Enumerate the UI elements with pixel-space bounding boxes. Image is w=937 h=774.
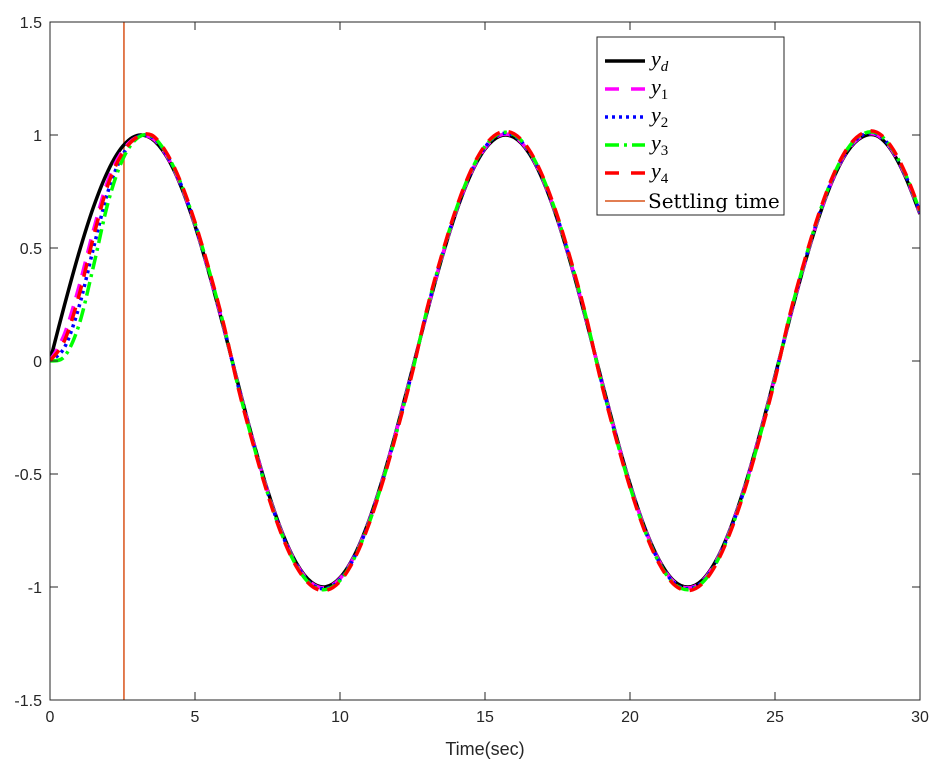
y-tick-label: -1.5 <box>14 693 42 710</box>
x-tick-label: 0 <box>46 709 55 726</box>
y-tick-label: -0.5 <box>14 467 42 484</box>
plot-background <box>50 22 920 700</box>
y-tick-label: 0.5 <box>20 241 42 258</box>
x-axis-label: Time(sec) <box>445 739 524 759</box>
y-tick-label: 0 <box>33 354 42 371</box>
legend-label-settling-time: Settling time <box>648 189 780 213</box>
legend-box <box>596 36 785 216</box>
x-tick-label: 25 <box>766 709 784 726</box>
x-tick-label: 20 <box>621 709 639 726</box>
axes: 0 5 10 15 20 25 30 -1.5 -1 -0.5 0 0.5 1 1.5 <box>14 15 929 726</box>
plot-area <box>50 22 920 700</box>
y-tick-label: 1.5 <box>20 15 42 32</box>
y-tick-label: -1 <box>28 580 42 597</box>
y-tick-label: 1 <box>33 128 42 145</box>
x-tick-label: 30 <box>911 709 929 726</box>
series-line-y-4 <box>50 129 920 593</box>
x-tick-label: 10 <box>331 709 349 726</box>
x-tick-label: 5 <box>191 709 200 726</box>
x-tick-label: 15 <box>476 709 494 726</box>
